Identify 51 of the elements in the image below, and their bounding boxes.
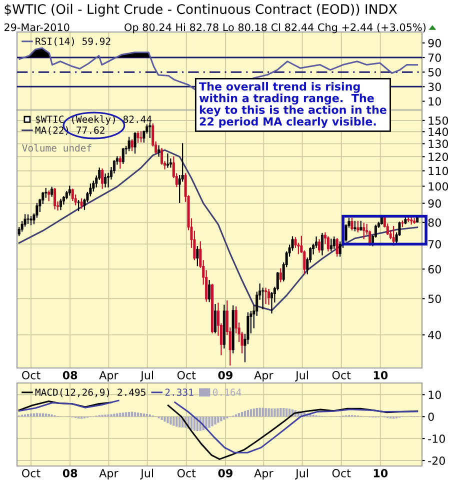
legend-label: RSI(14) 59.92	[36, 37, 110, 46]
x-tick-label: Jul	[295, 370, 308, 382]
x-tick-label: 09	[218, 370, 232, 380]
y-tick-label: 40	[428, 330, 441, 340]
x-tick-label: Apr	[254, 469, 274, 480]
chart-title: $WTIC (Oil - Light Crude - Continuous Contract (EOD)) INDX	[4, 4, 397, 17]
y-tick-label: 10	[428, 390, 441, 400]
legend-label: 0.164	[213, 388, 242, 396]
y-tick-label: 70	[428, 53, 441, 62]
legend-label: $WTIC (Weekly) 82.44	[36, 115, 152, 125]
x-tick-label: Oct	[22, 468, 40, 478]
y-tick-label: 140	[428, 128, 448, 136]
y-tick-label: 150	[428, 116, 448, 125]
legend-label: MACD(12,26,9) 2.495	[35, 388, 146, 398]
y-tick-label: 0	[428, 412, 434, 421]
y-tick-label: 50	[428, 294, 441, 304]
x-tick-label: Apr	[254, 371, 274, 382]
y-tick-label: -10	[428, 434, 445, 443]
x-tick-label: Apr	[99, 371, 118, 382]
y-tick-label: 10	[428, 97, 441, 106]
x-tick-label: Oct	[22, 370, 40, 380]
x-tick-label: 08	[62, 370, 78, 380]
x-tick-label: Apr	[99, 469, 118, 480]
x-tick-label: Oct	[177, 468, 196, 478]
y-tick-label: 70	[428, 240, 441, 248]
y-tick-label: 110	[428, 166, 448, 176]
x-tick-label: Oct	[177, 370, 196, 380]
y-tick-label: 50	[428, 68, 441, 76]
y-tick-label: 130	[428, 140, 448, 148]
x-tick-label: Oct	[332, 370, 351, 380]
x-tick-label: 09	[218, 468, 232, 478]
annotation: Volume undef	[22, 144, 92, 152]
y-tick-label: 90	[428, 199, 441, 208]
annotation: Op 80.24 Hi 82.78 Lo 80.18 Cl 82.44 Chg +2.44 (+3.05%)	[124, 23, 426, 34]
x-tick-label: Jul	[140, 468, 153, 480]
x-tick-label: 10	[374, 468, 388, 478]
x-tick-label: 08	[62, 468, 78, 478]
y-tick-label: 120	[428, 152, 448, 162]
annotation: The overall trend is rising within a trading range. The key to this is the action in the 22 period MA clearly visible.	[199, 82, 386, 128]
chart-subtitle: 29-Mar-2010	[4, 23, 70, 32]
y-tick-label: 80	[428, 218, 441, 227]
legend-label: 2.331	[165, 388, 194, 396]
y-tick-label: 100	[428, 182, 448, 191]
y-tick-label: 60	[428, 265, 441, 274]
x-tick-label: Jul	[295, 468, 308, 480]
x-tick-label: Jul	[140, 370, 153, 382]
x-tick-label: 10	[374, 370, 388, 380]
x-tick-label: Oct	[332, 468, 351, 478]
y-tick-label: 30	[428, 82, 441, 92]
y-tick-label: 90	[428, 38, 441, 48]
y-tick-label: -20	[428, 456, 445, 465]
